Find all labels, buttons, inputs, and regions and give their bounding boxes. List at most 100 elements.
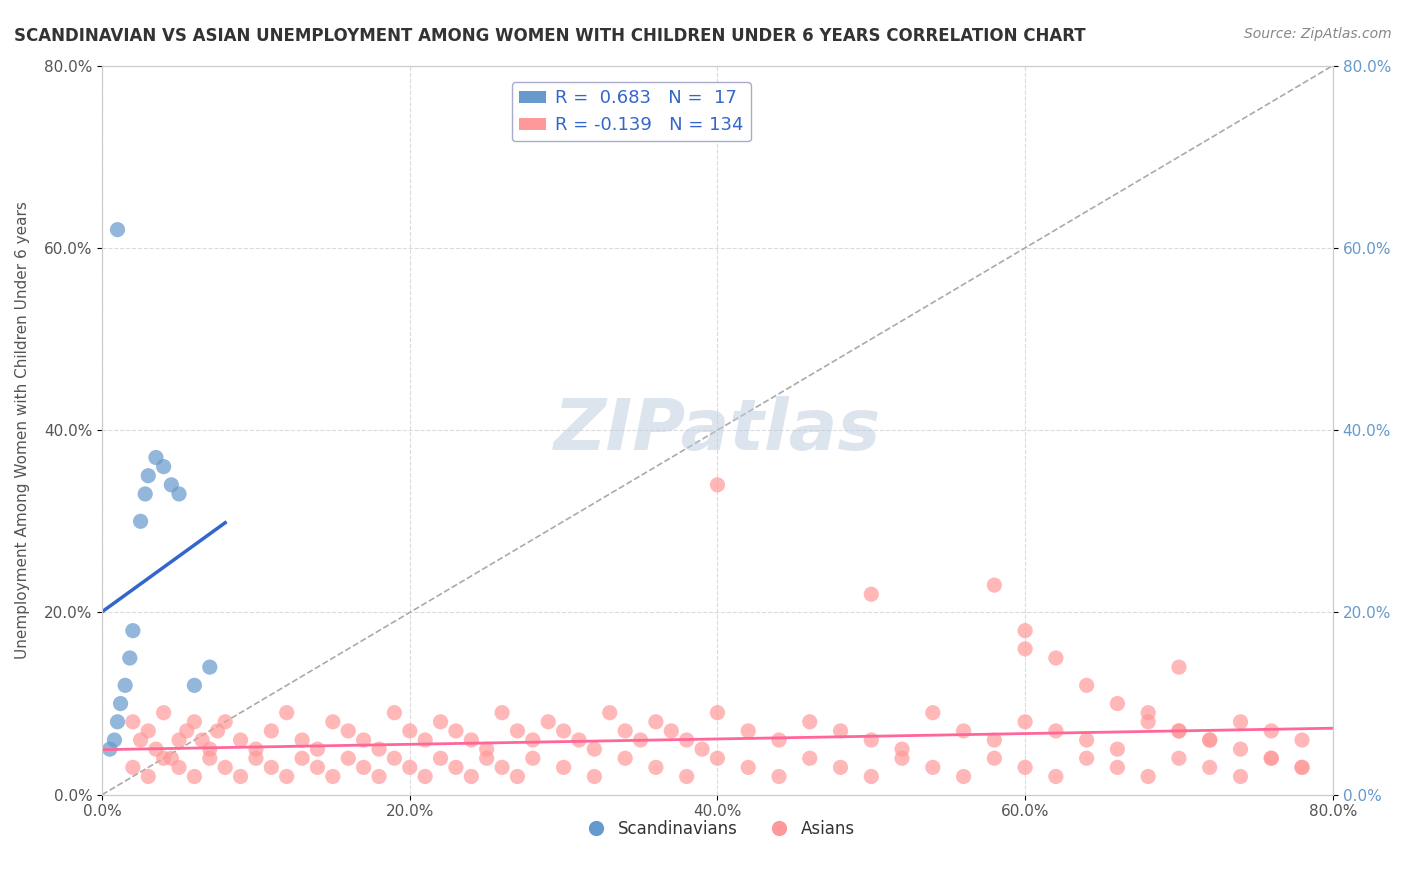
Asians	[1168, 723, 1191, 738]
Asians	[1198, 733, 1220, 747]
Asians	[444, 760, 467, 774]
Asians	[768, 769, 790, 783]
Asians	[122, 714, 145, 729]
Asians	[475, 751, 498, 765]
Asians	[583, 769, 606, 783]
Asians	[291, 733, 314, 747]
Legend: Scandinavians, Asians: Scandinavians, Asians	[572, 814, 862, 845]
Asians	[229, 733, 252, 747]
Asians	[522, 751, 544, 765]
Asians	[398, 760, 420, 774]
Text: ZIPatlas: ZIPatlas	[554, 396, 882, 465]
Asians	[368, 742, 391, 756]
Asians	[1045, 651, 1067, 665]
Scandinavians	[134, 487, 156, 501]
Asians	[506, 723, 529, 738]
Asians	[152, 706, 174, 720]
Scandinavians	[136, 468, 159, 483]
Asians	[891, 742, 914, 756]
Asians	[183, 714, 205, 729]
Scandinavians	[167, 487, 190, 501]
Scandinavians	[160, 478, 183, 492]
Text: SCANDINAVIAN VS ASIAN UNEMPLOYMENT AMONG WOMEN WITH CHILDREN UNDER 6 YEARS CORRE: SCANDINAVIAN VS ASIAN UNEMPLOYMENT AMONG…	[14, 27, 1085, 45]
Asians	[291, 751, 314, 765]
Asians	[145, 742, 167, 756]
Scandinavians	[107, 714, 129, 729]
Asians	[475, 742, 498, 756]
Asians	[136, 769, 159, 783]
Asians	[1107, 742, 1129, 756]
Asians	[1168, 751, 1191, 765]
Asians	[322, 769, 344, 783]
Asians	[491, 706, 513, 720]
Asians	[491, 760, 513, 774]
Asians	[1014, 641, 1036, 656]
Asians	[799, 751, 821, 765]
Asians	[337, 751, 360, 765]
Asians	[384, 706, 406, 720]
Asians	[553, 760, 575, 774]
Asians	[706, 478, 728, 492]
Asians	[1045, 723, 1067, 738]
Asians	[1198, 733, 1220, 747]
Asians	[614, 723, 637, 738]
Asians	[599, 706, 621, 720]
Asians	[152, 751, 174, 765]
Asians	[630, 733, 652, 747]
Asians	[645, 714, 668, 729]
Asians	[799, 714, 821, 729]
Asians	[1198, 760, 1220, 774]
Asians	[183, 769, 205, 783]
Asians	[583, 742, 606, 756]
Asians	[983, 733, 1005, 747]
Asians	[737, 760, 759, 774]
Asians	[1291, 760, 1313, 774]
Asians	[891, 751, 914, 765]
Asians	[921, 706, 943, 720]
Scandinavians	[183, 678, 205, 692]
Scandinavians	[98, 742, 121, 756]
Asians	[384, 751, 406, 765]
Asians	[276, 706, 298, 720]
Scandinavians	[107, 222, 129, 236]
Asians	[276, 769, 298, 783]
Asians	[368, 769, 391, 783]
Scandinavians	[152, 459, 174, 474]
Asians	[1260, 751, 1282, 765]
Asians	[860, 733, 883, 747]
Asians	[706, 706, 728, 720]
Asians	[160, 751, 183, 765]
Asians	[1045, 769, 1067, 783]
Asians	[1107, 760, 1129, 774]
Asians	[537, 714, 560, 729]
Asians	[675, 769, 697, 783]
Asians	[245, 742, 267, 756]
Asians	[307, 742, 329, 756]
Asians	[860, 587, 883, 601]
Text: Source: ZipAtlas.com: Source: ZipAtlas.com	[1244, 27, 1392, 41]
Asians	[553, 723, 575, 738]
Scandinavians	[118, 651, 141, 665]
Asians	[1291, 760, 1313, 774]
Asians	[1137, 769, 1160, 783]
Scandinavians	[110, 697, 132, 711]
Asians	[1107, 697, 1129, 711]
Asians	[191, 733, 214, 747]
Scandinavians	[129, 514, 152, 528]
Asians	[198, 742, 221, 756]
Asians	[198, 751, 221, 765]
Asians	[506, 769, 529, 783]
Asians	[214, 760, 236, 774]
Asians	[260, 723, 283, 738]
Asians	[645, 760, 668, 774]
Asians	[322, 714, 344, 729]
Asians	[398, 723, 420, 738]
Asians	[830, 760, 852, 774]
Asians	[1229, 769, 1251, 783]
Asians	[1260, 723, 1282, 738]
Scandinavians	[103, 733, 125, 747]
Asians	[1076, 751, 1098, 765]
Asians	[429, 751, 451, 765]
Asians	[167, 760, 190, 774]
Asians	[921, 760, 943, 774]
